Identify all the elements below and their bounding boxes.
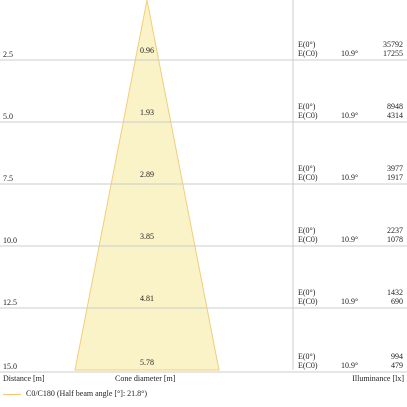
- distance-label: 5.0: [3, 112, 13, 121]
- ec0-value: 1078: [387, 235, 403, 244]
- ec0-value: 17255: [383, 49, 403, 58]
- half-angle-label: 10.9°: [341, 111, 358, 120]
- diameter-label: 0.96: [140, 46, 154, 55]
- diameter-label: 2.89: [140, 170, 154, 179]
- ec0-value: 690: [391, 297, 403, 306]
- e0-value: 8948: [387, 102, 403, 111]
- distance-axis-label: Distance [m]: [3, 374, 45, 383]
- light-cone: [74, 0, 220, 371]
- ec0-value: 4314: [387, 111, 403, 120]
- distance-label: 2.5: [3, 50, 13, 59]
- half-angle-label: 10.9°: [341, 49, 358, 58]
- distance-label: 10.0: [3, 236, 17, 245]
- illuminance-axis-label: Illuminance [lx]: [352, 374, 404, 383]
- legend-label: C0/C180 (Half beam angle [°]: 21.8°): [26, 389, 148, 398]
- half-angle-label: 10.9°: [341, 235, 358, 244]
- e0-value: 994: [391, 352, 403, 361]
- e0-label: E(0°): [298, 352, 316, 361]
- distance-label: 12.5: [3, 298, 17, 307]
- e0-value: 35792: [383, 40, 403, 49]
- diameter-label: 3.85: [140, 232, 154, 241]
- e0-label: E(0°): [298, 102, 316, 111]
- half-angle-label: 10.9°: [341, 297, 358, 306]
- e0-label: E(0°): [298, 288, 316, 297]
- distance-label: 15.0: [3, 362, 17, 371]
- e0-value: 1432: [387, 288, 403, 297]
- ec0-label: E(C0): [298, 361, 318, 370]
- half-angle-label: 10.9°: [341, 361, 358, 370]
- ec0-label: E(C0): [298, 111, 318, 120]
- ec0-label: E(C0): [298, 297, 318, 306]
- half-angle-label: 10.9°: [341, 173, 358, 182]
- ec0-label: E(C0): [298, 173, 318, 182]
- diameter-label: 5.78: [140, 358, 154, 367]
- diameter-label: 1.93: [140, 108, 154, 117]
- legend-swatch: [3, 394, 21, 395]
- e0-value: 3977: [387, 164, 403, 173]
- ec0-value: 1917: [387, 173, 403, 182]
- e0-label: E(0°): [298, 226, 316, 235]
- distance-label: 7.5: [3, 174, 13, 183]
- ec0-label: E(C0): [298, 49, 318, 58]
- e0-value: 2237: [387, 226, 403, 235]
- e0-label: E(0°): [298, 164, 316, 173]
- diameter-axis-label: Cone diameter [m]: [115, 374, 176, 383]
- ec0-label: E(C0): [298, 235, 318, 244]
- e0-label: E(0°): [298, 40, 316, 49]
- diameter-label: 4.81: [140, 294, 154, 303]
- ec0-value: 479: [391, 361, 403, 370]
